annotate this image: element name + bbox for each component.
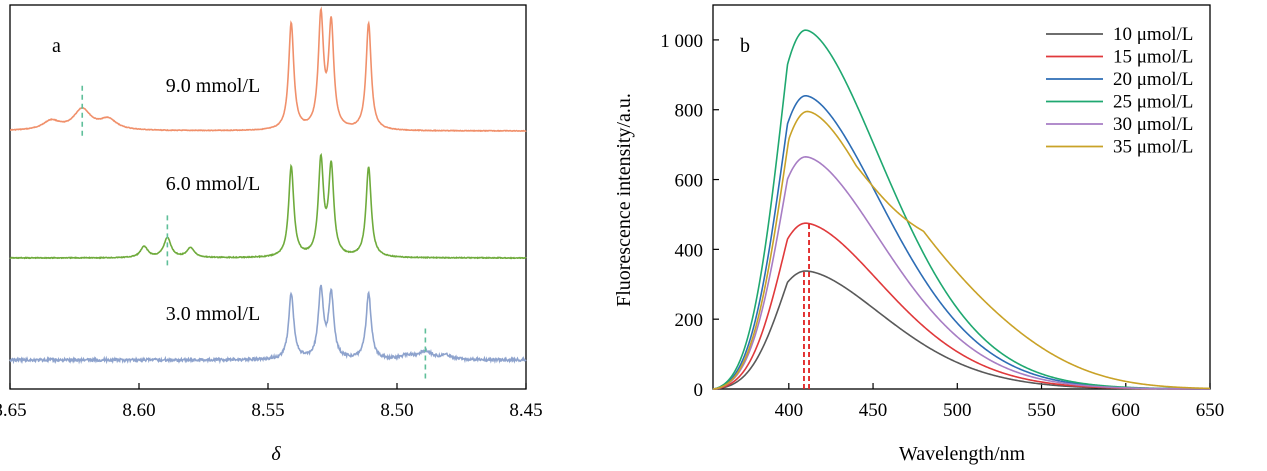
b-spectrum-line xyxy=(712,270,1210,390)
panel-b-legend: 10 μmol/L15 μmol/L20 μmol/L25 μmol/L30 μ… xyxy=(1046,24,1193,158)
panel-a-nmr-spectra: a 8.65 8.60 8.55 8.50 8.45 9.0 mmol/L 6.0 mmo… xyxy=(0,4,543,465)
a-x-tick-label: 8.60 xyxy=(122,400,155,421)
a-spectrum-line xyxy=(9,284,527,365)
a-x-tick-label: 8.45 xyxy=(509,400,542,421)
panel-b-x-ticks: 400 450 500 550 600 650 xyxy=(775,383,1225,421)
panel-a-series-group: 9.0 mmol/L 6.0 mmol/L 3.0 mmol/L xyxy=(9,6,527,379)
b-y-tick-label: 400 xyxy=(675,240,704,261)
panel-b-y-ticks: 0 200 400 600 800 1 000 xyxy=(660,31,719,401)
b-y-tick-label: 1 000 xyxy=(660,31,703,52)
b-x-tick-label: 650 xyxy=(1196,400,1225,421)
a-x-tick-label: 8.65 xyxy=(0,400,27,421)
b-x-tick-label: 500 xyxy=(943,400,972,421)
b-y-tick-label: 800 xyxy=(675,101,704,122)
panel-b-x-axis-label: Wavelength/nm xyxy=(899,443,1026,465)
panel-a-x-axis-label: δ xyxy=(271,443,281,465)
b-x-tick-label: 550 xyxy=(1027,400,1056,421)
b-legend-entry: 20 μmol/L xyxy=(1113,69,1193,90)
b-legend-entry: 25 μmol/L xyxy=(1113,92,1193,113)
b-y-tick-label: 0 xyxy=(694,380,704,401)
a-series-label: 6.0 mmol/L xyxy=(166,173,260,195)
panel-b-label: b xyxy=(740,35,750,57)
b-spectrum-line xyxy=(712,156,1211,390)
panel-b-y-axis-label: Fluorescence intensity/a.u. xyxy=(613,93,635,307)
b-spectrum-line xyxy=(712,110,1211,390)
b-x-tick-label: 450 xyxy=(859,400,888,421)
a-x-tick-label: 8.55 xyxy=(251,400,284,421)
panel-b-frame xyxy=(712,4,1211,390)
panel-b-series-group xyxy=(712,29,1211,390)
b-y-tick-label: 600 xyxy=(675,171,704,192)
b-legend-entry: 30 μmol/L xyxy=(1113,114,1193,135)
b-x-tick-label: 400 xyxy=(775,400,804,421)
panel-b-peak-lines xyxy=(803,223,810,389)
b-legend-entry: 15 μmol/L xyxy=(1113,47,1193,68)
a-series-label: 9.0 mmol/L xyxy=(166,75,260,97)
panel-a-label: a xyxy=(52,35,61,57)
a-spectrum-line xyxy=(9,6,527,133)
b-legend-entry: 35 μmol/L xyxy=(1113,137,1193,158)
b-y-tick-label: 200 xyxy=(675,310,704,331)
b-legend-entry: 10 μmol/L xyxy=(1113,24,1193,45)
a-x-tick-label: 8.50 xyxy=(380,400,413,421)
a-series-label: 3.0 mmol/L xyxy=(166,303,260,325)
b-x-tick-label: 600 xyxy=(1112,400,1141,421)
a-spectrum-line xyxy=(9,152,527,260)
panel-a-frame xyxy=(9,4,527,390)
panel-a-x-ticks: 8.65 8.60 8.55 8.50 8.45 xyxy=(0,383,543,421)
